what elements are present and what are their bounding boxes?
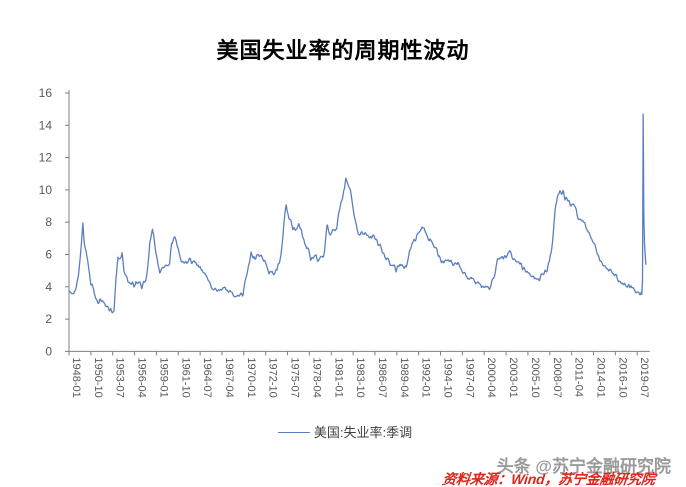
svg-text:1992-01: 1992-01	[420, 357, 432, 397]
svg-text:2003-01: 2003-01	[507, 357, 519, 397]
svg-text:1983-10: 1983-10	[354, 357, 366, 397]
svg-text:1989-04: 1989-04	[398, 357, 410, 397]
svg-text:1975-07: 1975-07	[289, 357, 301, 397]
svg-text:1959-01: 1959-01	[157, 357, 169, 397]
svg-text:2: 2	[45, 312, 52, 326]
svg-text:16: 16	[39, 86, 53, 100]
svg-text:1950-10: 1950-10	[92, 357, 104, 397]
svg-text:0: 0	[45, 344, 52, 358]
svg-text:6: 6	[45, 248, 52, 262]
svg-text:10: 10	[39, 183, 53, 197]
svg-text:4: 4	[45, 280, 52, 294]
svg-text:2008-07: 2008-07	[551, 357, 563, 397]
svg-text:1967-04: 1967-04	[223, 357, 235, 397]
svg-text:1956-04: 1956-04	[136, 357, 148, 397]
svg-text:1972-10: 1972-10	[267, 357, 279, 397]
svg-text:2005-10: 2005-10	[529, 357, 541, 397]
svg-text:1953-07: 1953-07	[114, 357, 126, 397]
svg-text:1997-07: 1997-07	[463, 357, 475, 397]
svg-text:14: 14	[39, 118, 53, 132]
svg-text:1978-04: 1978-04	[310, 357, 322, 397]
svg-text:1948-01: 1948-01	[70, 357, 82, 397]
svg-text:1964-07: 1964-07	[201, 357, 213, 397]
svg-text:1970-01: 1970-01	[245, 357, 257, 397]
svg-text:1981-01: 1981-01	[332, 357, 344, 397]
svg-text:1986-07: 1986-07	[376, 357, 388, 397]
svg-text:2014-01: 2014-01	[594, 357, 606, 397]
svg-text:2016-10: 2016-10	[616, 357, 628, 397]
svg-text:12: 12	[39, 151, 53, 165]
svg-text:2019-07: 2019-07	[638, 357, 650, 397]
svg-text:8: 8	[45, 215, 52, 229]
svg-text:1994-10: 1994-10	[442, 357, 454, 397]
svg-text:2000-04: 2000-04	[485, 357, 497, 397]
svg-text:1961-10: 1961-10	[179, 357, 191, 397]
svg-text:2011-04: 2011-04	[573, 357, 585, 397]
